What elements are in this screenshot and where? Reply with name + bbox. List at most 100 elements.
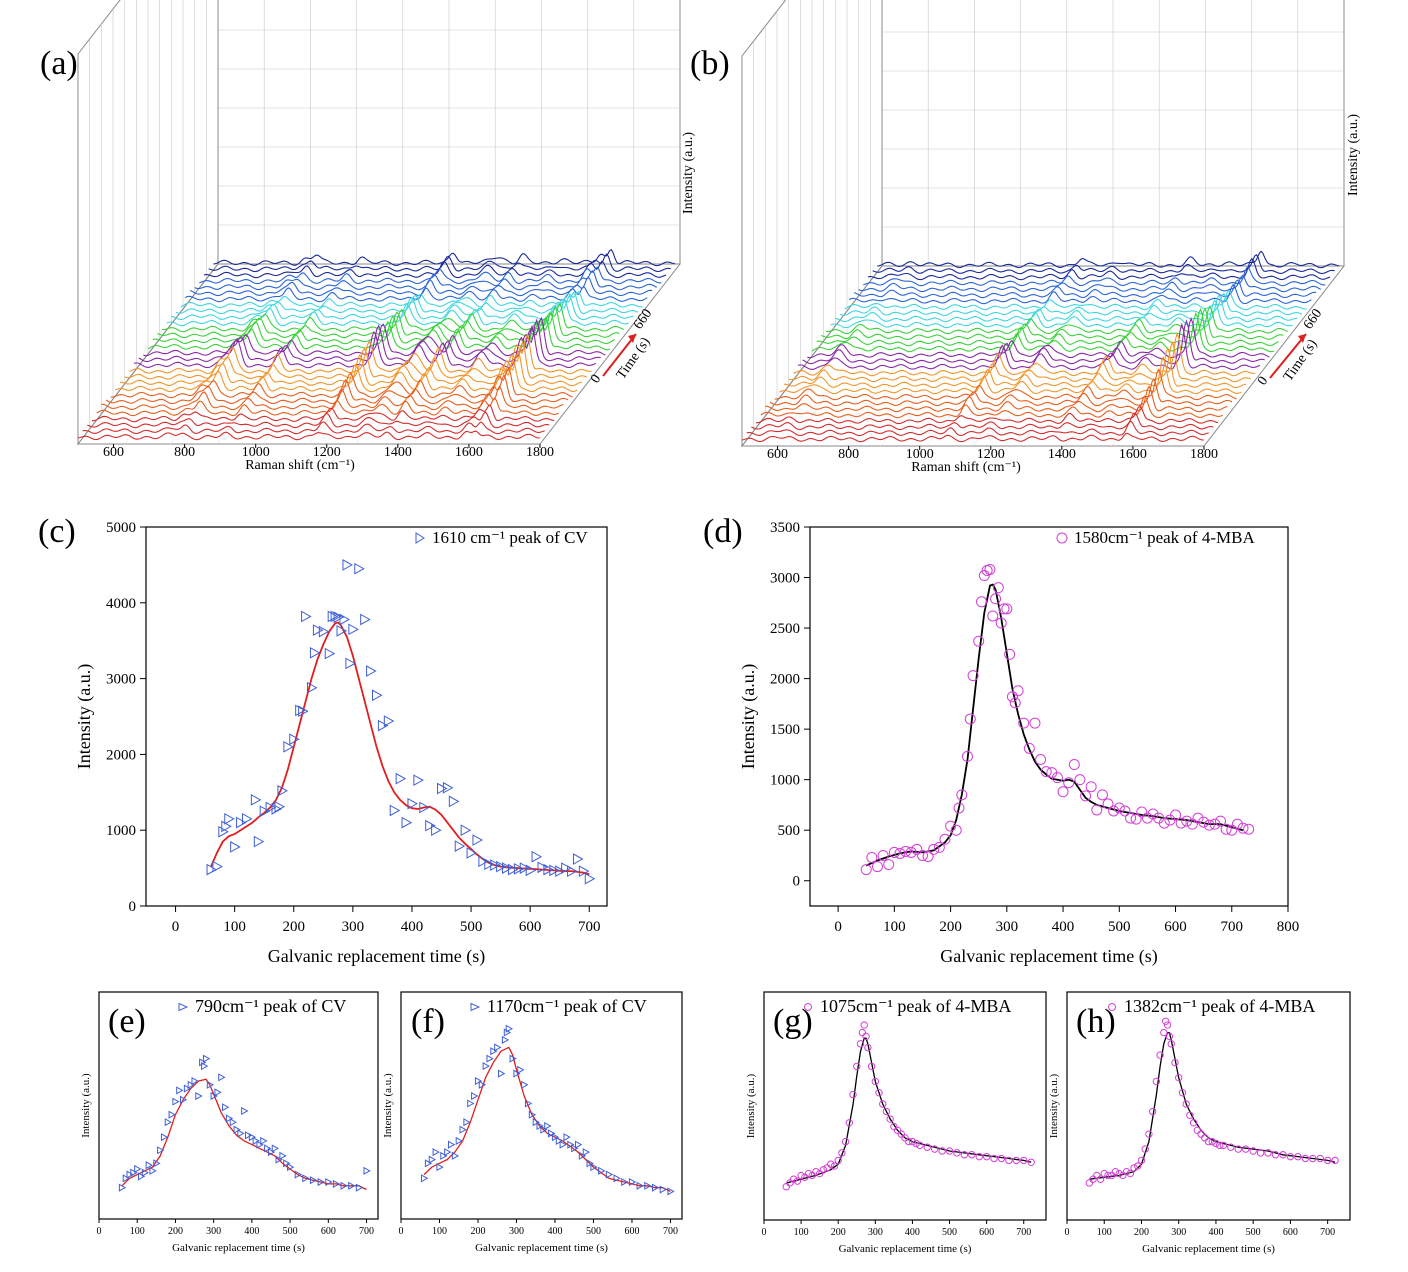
data-point — [225, 1114, 234, 1123]
data-point — [339, 613, 351, 626]
data-point — [605, 1170, 614, 1179]
data-point — [1091, 804, 1103, 816]
spectrum-line — [835, 294, 1298, 323]
plot-frame — [1066, 991, 1351, 1221]
data-point — [250, 794, 262, 806]
x-tick-label: 400 — [547, 1226, 562, 1237]
time-start-label: 0 — [1255, 374, 1271, 388]
spectrum-line — [830, 299, 1293, 329]
data-point — [206, 863, 218, 876]
panel-letter-b: (b) — [690, 45, 730, 82]
y-tick-label: 3000 — [106, 672, 136, 688]
data-point — [513, 1069, 521, 1078]
data-point — [815, 1169, 824, 1178]
data-point — [248, 1133, 257, 1142]
data-point — [210, 1091, 218, 1101]
x-tick-label: 1800 — [526, 445, 554, 460]
data-point — [463, 1118, 471, 1127]
data-point — [525, 864, 537, 877]
x-tick-label: 400 — [1052, 919, 1075, 935]
spectrum-line — [180, 290, 643, 309]
data-point — [1171, 1058, 1179, 1067]
data-point — [782, 1183, 790, 1191]
data-point — [1130, 1164, 1138, 1172]
x-tick-label: 0 — [399, 1226, 404, 1237]
x-tick-label: 600 — [767, 447, 788, 462]
data-point — [621, 1177, 629, 1187]
data-point — [864, 1043, 872, 1052]
data-point — [956, 789, 968, 801]
spectrum-line — [87, 411, 550, 429]
data-point — [531, 850, 543, 863]
spectrum-line — [769, 377, 1233, 407]
data-point — [797, 1171, 805, 1180]
data-point — [808, 1171, 816, 1180]
time-arrow-head — [628, 334, 636, 343]
grid-line — [170, 263, 311, 445]
data-point — [964, 713, 976, 725]
data-point — [472, 834, 484, 846]
data-point — [841, 1137, 850, 1146]
data-point — [126, 1170, 134, 1179]
data-point — [345, 657, 356, 670]
data-point — [849, 1090, 857, 1099]
spectrum-line — [853, 279, 1317, 299]
data-point — [968, 1151, 976, 1159]
data-point — [1181, 815, 1193, 827]
spectrum-line — [779, 355, 1242, 395]
scatter-plot-c: 0 100 200 300 400 500 600 700 0 1000 2000 3000 4000 5… — [74, 520, 608, 967]
data-point — [930, 1145, 939, 1153]
floor — [740, 265, 1346, 447]
data-point — [1189, 1119, 1198, 1127]
x-tick-label: 600 — [979, 1227, 994, 1238]
data-point — [578, 865, 590, 877]
spectrum-line — [867, 257, 1331, 281]
data-point — [267, 1148, 276, 1157]
data-point — [407, 797, 418, 810]
data-point — [812, 1167, 820, 1176]
data-point — [478, 855, 489, 868]
data-point — [260, 1136, 268, 1145]
data-point — [259, 805, 271, 818]
z-axis-title: Intensity (a.u.) — [681, 132, 696, 214]
x-tick-label: 0 — [97, 1226, 102, 1237]
legend-label: 1580cm⁻¹ peak of 4-MBA — [1074, 528, 1255, 547]
data-point — [1096, 1175, 1105, 1183]
x-tick-label: 100 — [883, 919, 906, 935]
data-point — [1004, 648, 1016, 660]
data-point — [987, 610, 999, 622]
data-point — [324, 647, 336, 660]
data-point — [1023, 742, 1035, 754]
data-point — [287, 1163, 295, 1172]
data-point — [118, 1183, 127, 1192]
data-point — [401, 816, 413, 829]
x-tick-label: 500 — [1246, 1227, 1261, 1238]
x-axis-title: Galvanic replacement time (s) — [1142, 1243, 1275, 1255]
x-tick-label: 800 — [174, 445, 195, 460]
data-point — [1137, 1156, 1146, 1165]
spectrum-line — [110, 367, 573, 399]
x-tick-label: 200 — [939, 919, 962, 935]
data-point — [862, 1032, 870, 1041]
data-point — [122, 1174, 130, 1183]
x-tick-label: 800 — [838, 447, 859, 462]
data-point — [1020, 1156, 1028, 1165]
data-point — [519, 862, 531, 874]
x-tick-label: 100 — [223, 919, 246, 935]
data-point — [1119, 1171, 1127, 1180]
y-axis-title: Intensity (a.u.) — [1048, 1073, 1060, 1138]
x-tick-label: 700 — [1320, 1227, 1335, 1238]
data-point — [459, 1125, 467, 1134]
panel-letter-a: (a) — [40, 45, 78, 82]
data-point — [333, 611, 345, 624]
data-point — [354, 562, 365, 575]
spectrum-line — [821, 307, 1284, 341]
data-point — [1175, 1073, 1183, 1082]
data-point — [301, 610, 312, 623]
plot-frame — [763, 991, 1047, 1221]
data-point — [1243, 823, 1255, 835]
data-point — [521, 1080, 529, 1089]
data-point — [1219, 1141, 1228, 1150]
data-point — [180, 1095, 188, 1104]
data-point — [221, 820, 232, 833]
